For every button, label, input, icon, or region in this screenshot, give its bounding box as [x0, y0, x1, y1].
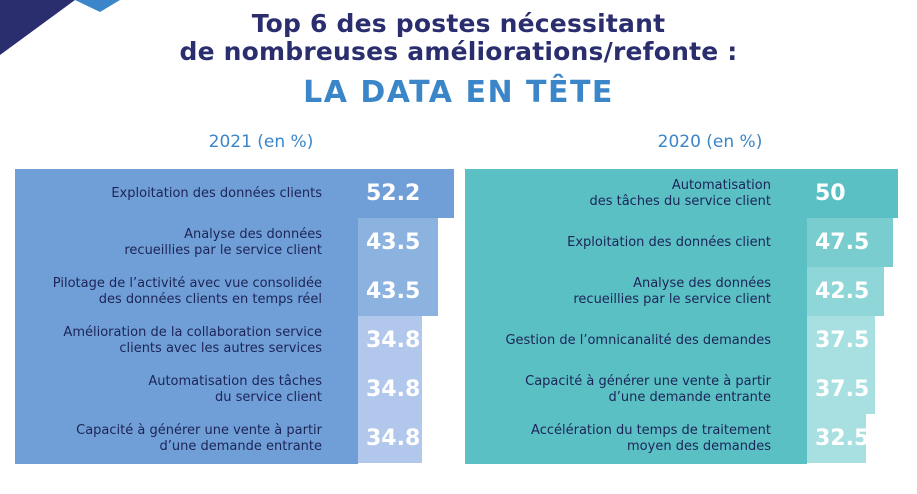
bar-row: Automatisation des tâches du service cli… — [15, 365, 455, 414]
bar-row: Accélération du temps de traitement moye… — [465, 414, 905, 463]
label-column — [465, 169, 807, 464]
bar-row: Exploitation des données client 47.5 — [465, 218, 905, 267]
data-label: 47.5 — [815, 230, 870, 255]
chart-2021: Exploitation des données clients 52.2 Anal… — [15, 169, 455, 464]
category-label-text: Exploitation des données client — [567, 234, 771, 250]
category-label: Capacité à générer une vente à partir d’… — [15, 414, 322, 463]
chart-2020-title: 2020 (en %) — [657, 132, 763, 152]
category-label-text: Analyse des données recueillies par le s… — [573, 275, 771, 307]
category-label-text: Gestion de l’omnicanalité des demandes — [505, 332, 771, 348]
bar — [358, 365, 422, 414]
data-label: 34.8 — [366, 426, 421, 451]
bar-row: Exploitation des données clients 52.2 — [15, 169, 455, 218]
bar — [358, 218, 438, 267]
page-title: LA DATA EN TÊTE — [303, 75, 614, 110]
data-label: 34.8 — [366, 328, 421, 353]
bar — [807, 316, 875, 365]
category-label: Accélération du temps de traitement moye… — [465, 414, 771, 463]
corner-decoration — [0, 0, 120, 55]
category-label-text: Analyse des données recueillies par le s… — [124, 226, 322, 258]
bar — [358, 169, 454, 218]
category-label-text: Automatisation des tâches du service cli… — [148, 373, 322, 405]
chart-2021-title: 2021 (en %) — [208, 132, 314, 152]
data-label: 34.8 — [366, 377, 421, 402]
category-label-text: Exploitation des données clients — [111, 185, 322, 201]
category-label: Analyse des données recueillies par le s… — [15, 218, 322, 267]
category-label-text: Automatisation des tâches du service cli… — [589, 177, 771, 209]
category-label: Automatisation des tâches du service cli… — [15, 365, 322, 414]
bar — [807, 169, 898, 218]
bar-row: Analyse des données recueillies par le s… — [465, 267, 905, 316]
category-label-text: Amélioration de la collaboration service… — [63, 324, 322, 356]
data-label: 43.5 — [366, 230, 421, 255]
bar — [807, 365, 875, 414]
bar — [358, 414, 422, 463]
bar-row: Automatisation des tâches du service cli… — [465, 169, 905, 218]
bar — [358, 267, 438, 316]
data-label: 32.5 — [815, 426, 870, 451]
category-label: Amélioration de la collaboration service… — [15, 316, 322, 365]
bar-row: Amélioration de la collaboration service… — [15, 316, 455, 365]
category-label-text: Capacité à générer une vente à partir d’… — [76, 422, 322, 454]
bar — [807, 267, 884, 316]
title-line-2: de nombreuses améliorations/refonte : — [179, 37, 738, 66]
category-label-text: Pilotage de l’activité avec vue consolid… — [52, 275, 322, 307]
bar-row: Capacité à générer une vente à partir d’… — [465, 365, 905, 414]
data-label: 42.5 — [815, 279, 870, 304]
category-label: Capacité à générer une vente à partir d’… — [465, 365, 771, 414]
bar — [807, 414, 866, 463]
category-label: Exploitation des données client — [465, 218, 771, 267]
bar-row: Capacité à générer une vente à partir d’… — [15, 414, 455, 463]
category-label: Automatisation des tâches du service cli… — [465, 169, 771, 218]
category-label: Exploitation des données clients — [15, 169, 322, 218]
title-line-1: Top 6 des postes nécessitant — [251, 9, 666, 38]
category-label: Analyse des données recueillies par le s… — [465, 267, 771, 316]
data-label: 50 — [815, 181, 846, 206]
category-label-text: Accélération du temps de traitement moye… — [531, 422, 771, 454]
category-label-text: Capacité à générer une vente à partir d’… — [525, 373, 771, 405]
data-label: 37.5 — [815, 328, 870, 353]
bar — [807, 218, 893, 267]
category-label: Gestion de l’omnicanalité des demandes — [465, 316, 771, 365]
data-label: 52.2 — [366, 181, 421, 206]
category-label: Pilotage de l’activité avec vue consolid… — [15, 267, 322, 316]
chart-2020: Automatisation des tâches du service cli… — [465, 169, 905, 464]
label-column — [15, 169, 358, 464]
bar-row: Analyse des données recueillies par le s… — [15, 218, 455, 267]
bar-row: Pilotage de l’activité avec vue consolid… — [15, 267, 455, 316]
bar — [358, 316, 422, 365]
bar-row: Gestion de l’omnicanalité des demandes 37… — [465, 316, 905, 365]
data-label: 37.5 — [815, 377, 870, 402]
data-label: 43.5 — [366, 279, 421, 304]
